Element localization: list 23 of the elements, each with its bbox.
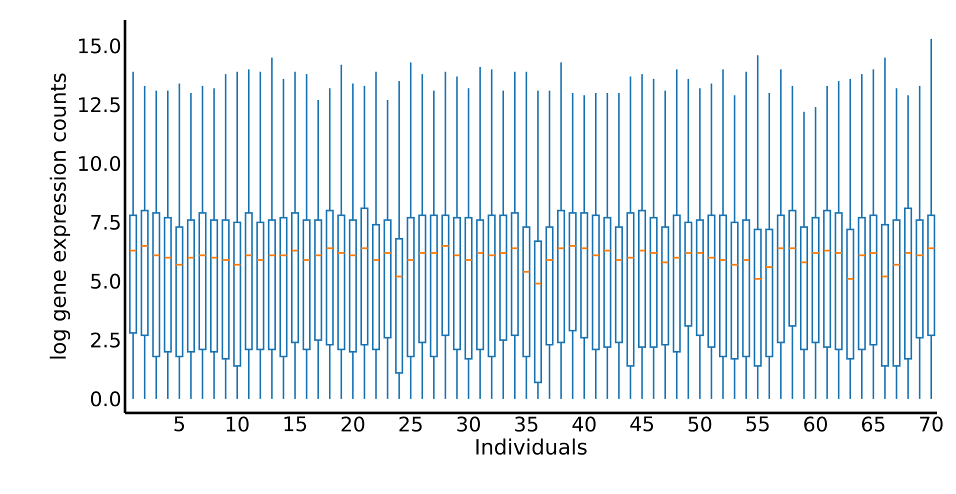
y-tick-label: 12.5 — [79, 97, 120, 112]
x-tick-label: 70 — [920, 416, 943, 432]
x-tick-label: 60 — [804, 416, 827, 432]
x-tick-label: 50 — [688, 416, 712, 432]
x-tick-label: 55 — [746, 416, 769, 432]
x-tick-label: 45 — [630, 416, 654, 432]
y-tick-label: 15.0 — [79, 38, 120, 54]
y-tick-label: 0.0 — [90, 391, 120, 406]
x-tick-label: 20 — [342, 416, 364, 432]
x-tick-label: 10 — [226, 416, 249, 432]
x-tick-label: 5 — [174, 416, 184, 432]
x-tick-label: 15 — [284, 416, 306, 432]
x-tick-label: 30 — [457, 416, 480, 432]
y-tick-label: 10.0 — [79, 156, 120, 172]
x-tick-label: 65 — [862, 416, 884, 432]
x-tick-label: 40 — [572, 416, 596, 432]
x-axis-title: Individuals — [476, 438, 587, 455]
y-tick-label: 2.5 — [91, 332, 120, 348]
x-tick-label: 35 — [515, 416, 538, 432]
y-tick-label: 5.0 — [91, 274, 120, 289]
y-tick-label: 7.5 — [91, 214, 120, 230]
y-axis-title: log gene expression counts — [50, 74, 70, 358]
x-tick-label: 25 — [399, 416, 422, 432]
